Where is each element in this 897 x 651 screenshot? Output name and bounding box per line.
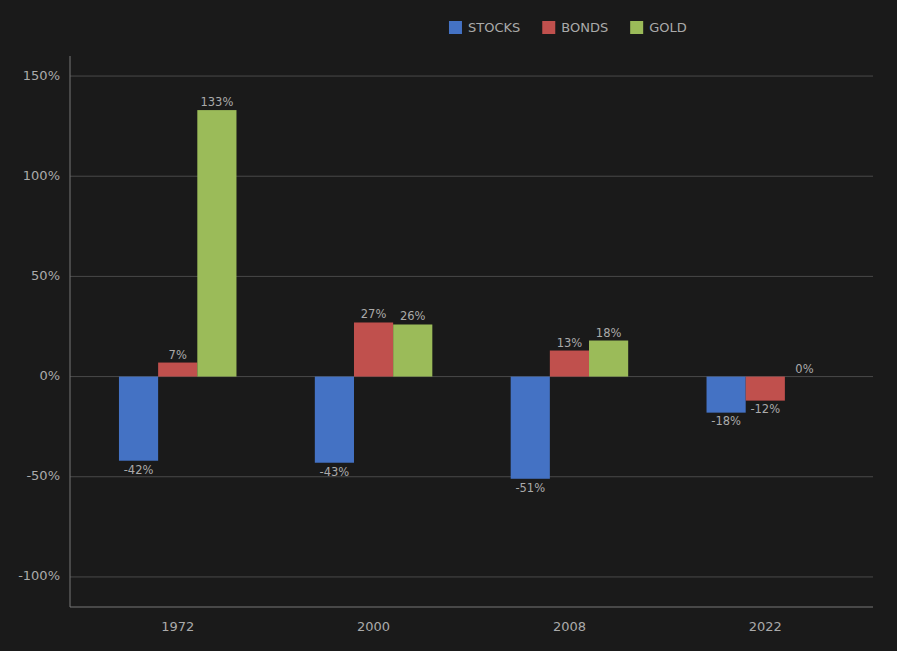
data-label: 27% [361, 307, 387, 321]
legend-item: BONDS [542, 20, 608, 35]
legend-label: BONDS [561, 20, 608, 35]
chart-svg: -100% -50% 0% 50% 100% 150% -42% -43% -51% -18% 7%… [0, 0, 897, 651]
bar [785, 376, 824, 377]
x-tick-label: 1972 [161, 619, 194, 634]
y-tick-label: 150% [23, 68, 60, 83]
data-label: 7% [169, 348, 187, 362]
data-label: -51% [515, 481, 545, 495]
bar [393, 324, 432, 376]
data-label: -42% [124, 463, 154, 477]
data-label: -18% [711, 414, 741, 428]
y-axis-line [70, 56, 71, 607]
x-tick-label: 2022 [749, 619, 782, 634]
data-label: 133% [200, 95, 233, 109]
data-label: 0% [795, 362, 813, 376]
x-tick-label: 2008 [553, 619, 586, 634]
legend: STOCKS BONDS GOLD [449, 20, 687, 35]
background [0, 0, 897, 651]
y-tick-label: -50% [26, 468, 60, 483]
bar [354, 322, 393, 376]
grid-line [70, 76, 873, 77]
bars [119, 110, 785, 479]
legend-label: STOCKS [468, 20, 520, 35]
bar [315, 377, 354, 463]
legend-swatch [630, 21, 643, 34]
data-label: 26% [400, 309, 426, 323]
chart-container: -100% -50% 0% 50% 100% 150% -42% -43% -51% -18% 7%… [0, 0, 897, 651]
grid-line [70, 576, 873, 577]
data-label: -12% [750, 402, 780, 416]
legend-item: STOCKS [449, 20, 520, 35]
legend-swatch [542, 21, 555, 34]
bar [119, 377, 158, 461]
y-grid [70, 76, 873, 577]
legend-swatch [449, 21, 462, 34]
grid-line [70, 476, 873, 477]
bar [550, 351, 589, 377]
y-tick-label: -100% [18, 568, 60, 583]
data-label: -43% [320, 465, 350, 479]
legend-label: GOLD [649, 20, 687, 35]
x-tick-label: 2000 [357, 619, 390, 634]
bar [158, 363, 197, 377]
legend-item: GOLD [630, 20, 687, 35]
x-ticks: 1972 2000 2008 2022 [161, 619, 782, 634]
y-tick-label: 0% [39, 368, 60, 383]
data-label: 13% [557, 336, 583, 350]
bar [746, 377, 785, 401]
grid-line [70, 276, 873, 277]
y-ticks: -100% -50% 0% 50% 100% 150% [18, 68, 60, 584]
bar [589, 341, 628, 377]
y-tick-label: 100% [23, 168, 60, 183]
bar [511, 377, 550, 479]
bar [707, 377, 746, 413]
y-tick-label: 50% [31, 268, 60, 283]
data-labels: -42% -43% -51% -18% 7% 27% 13% -12% 133% 26% 18% 0% [124, 95, 814, 494]
x-axis-line [70, 607, 873, 608]
data-label: 18% [596, 326, 622, 340]
bar [197, 110, 236, 376]
grid-line [70, 176, 873, 177]
